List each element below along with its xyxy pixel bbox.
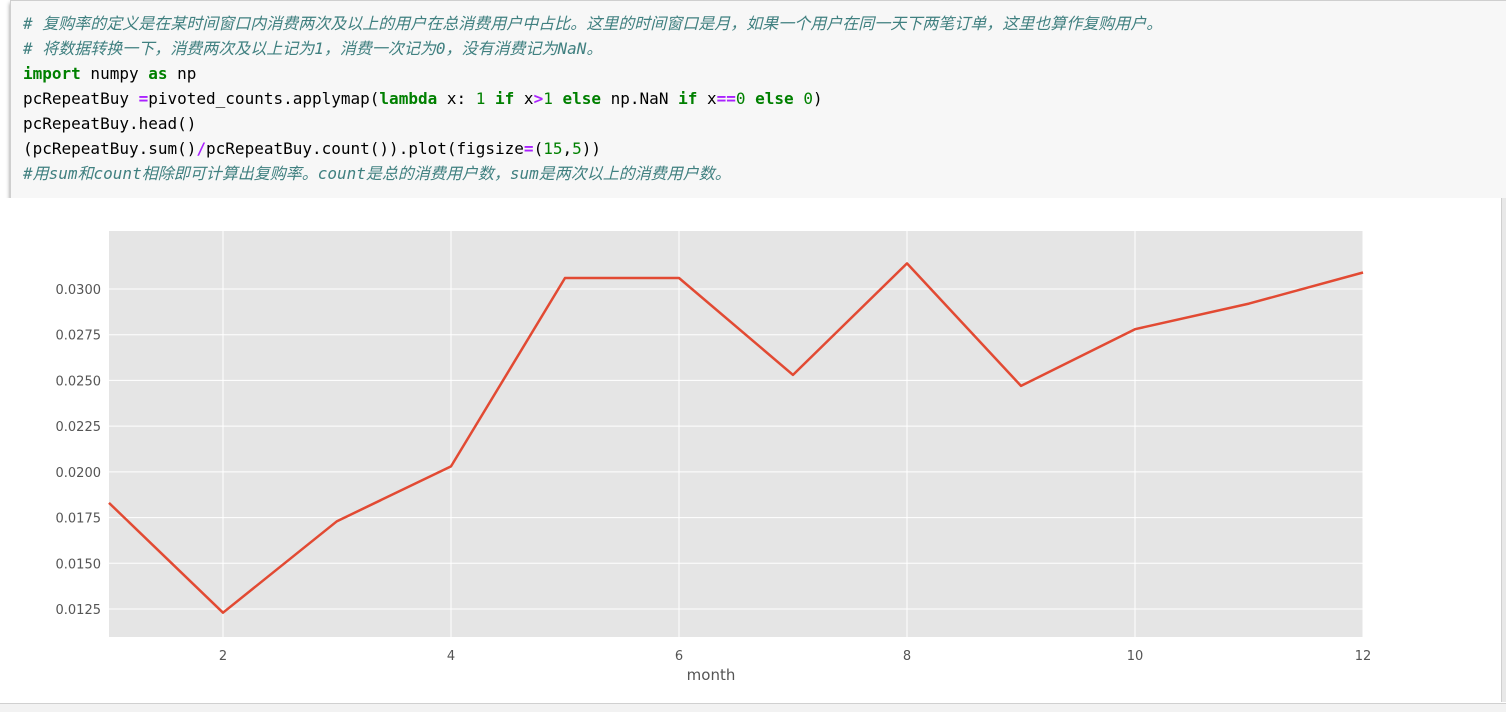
series-line: [108, 262, 1364, 614]
code-line: # 复购率的定义是在某时间窗口内消费两次及以上的用户在总消费用户中占比。这里的时…: [23, 11, 1162, 36]
code-token: else: [755, 89, 794, 108]
plot-background: [109, 231, 1363, 637]
code-token: >: [533, 89, 544, 108]
code-token: x: [514, 89, 534, 108]
code-token: (: [533, 139, 544, 158]
line-chart: 0.0125 0.0150 0.0175 0.0200 0.0225 0.0250 0.02…: [56, 231, 1371, 684]
x-tick-label: 6: [675, 649, 683, 664]
y-gridlines: [109, 288, 1363, 610]
code-token: pcRepeatBuy.count()).plot(figsize: [206, 139, 524, 158]
code-token: =: [138, 89, 149, 108]
cell-divider: [0, 703, 1506, 712]
series-layer: [108, 262, 1364, 614]
y-tick-label: 0.0250: [56, 374, 102, 389]
code-token: )): [581, 139, 602, 158]
code-line: (pcRepeatBuy.sum()/pcRepeatBuy.count()).…: [23, 136, 1162, 161]
x-tick-label: 4: [447, 649, 455, 664]
code-line: pcRepeatBuy.head(): [23, 111, 1162, 136]
code-line: pcRepeatBuy =pivoted_counts.applymap(lam…: [23, 86, 1162, 111]
code-token: pivoted_counts.applymap(: [148, 89, 380, 108]
y-tick-label: 0.0225: [56, 420, 102, 435]
code-token: #用sum和count相除即可计算出复购率。count是总的消费用户数，sum是…: [23, 164, 731, 183]
x-axis-label: month: [687, 666, 736, 684]
code-token: import: [23, 64, 81, 83]
x-tick-label: 8: [903, 649, 911, 664]
y-tick-label: 0.0175: [56, 512, 102, 527]
code-token: # 将数据转换一下，消费两次及以上记为1，消费一次记为0，没有消费记为NaN。: [23, 39, 603, 58]
code-token: np: [167, 64, 197, 83]
code-token: 1: [475, 89, 486, 108]
code-line: # 将数据转换一下，消费两次及以上记为1，消费一次记为0，没有消费记为NaN。: [23, 36, 1162, 61]
y-tick-label: 0.0275: [56, 329, 102, 344]
code-token: (pcRepeatBuy.sum(): [23, 139, 197, 158]
code-editor[interactable]: # 复购率的定义是在某时间窗口内消费两次及以上的用户在总消费用户中占比。这里的时…: [23, 11, 1162, 186]
code-token: lambda: [379, 89, 438, 108]
code-line: #用sum和count相除即可计算出复购率。count是总的消费用户数，sum是…: [23, 161, 1162, 186]
code-token: ==: [716, 89, 736, 108]
code-token: if: [678, 89, 698, 108]
right-scroll-edge[interactable]: [1502, 198, 1506, 702]
x-tick-label: 2: [219, 649, 227, 664]
code-token: else: [562, 89, 602, 108]
code-token: x:: [437, 89, 476, 108]
x-gridlines: [222, 231, 1364, 637]
y-tick-label: 0.0300: [56, 283, 102, 298]
code-token: # 复购率的定义是在某时间窗口内消费两次及以上的用户在总消费用户中占比。这里的时…: [23, 14, 1163, 33]
code-token: /: [196, 139, 207, 158]
code-token: [746, 89, 756, 108]
code-token: as: [148, 64, 168, 83]
output-area: 0.0125 0.0150 0.0175 0.0200 0.0225 0.0250 0.02…: [0, 198, 1502, 702]
code-token: numpy: [80, 64, 149, 83]
code-token: 1: [543, 89, 553, 108]
code-token: [485, 89, 495, 108]
code-token: pcRepeatBuy.head(): [23, 114, 197, 133]
code-token: pcRepeatBuy: [23, 89, 139, 108]
code-token: 15: [543, 139, 563, 158]
y-tick-label: 0.0200: [56, 466, 102, 481]
code-token: ): [812, 89, 823, 108]
y-tick-label: 0.0150: [56, 557, 102, 572]
code-cell[interactable]: # 复购率的定义是在某时间窗口内消费两次及以上的用户在总消费用户中占比。这里的时…: [10, 0, 1506, 198]
code-token: [794, 89, 804, 108]
x-tick-label: 10: [1127, 649, 1144, 664]
x-tick-labels: 2 4 6 8 10 12: [219, 649, 1371, 664]
y-tick-labels: 0.0125 0.0150 0.0175 0.0200 0.0225 0.0250 0.02…: [56, 283, 102, 618]
code-token: x: [697, 89, 717, 108]
x-tick-label: 12: [1355, 649, 1372, 664]
code-token: np.NaN: [601, 89, 679, 108]
code-token: 0: [735, 89, 746, 108]
code-line: import numpy as np: [23, 61, 1162, 86]
code-token: =: [523, 139, 534, 158]
y-tick-label: 0.0125: [56, 603, 102, 618]
code-token: ,: [562, 139, 573, 158]
code-token: 0: [803, 89, 813, 108]
code-token: 5: [572, 139, 582, 158]
code-token: if: [495, 89, 515, 108]
